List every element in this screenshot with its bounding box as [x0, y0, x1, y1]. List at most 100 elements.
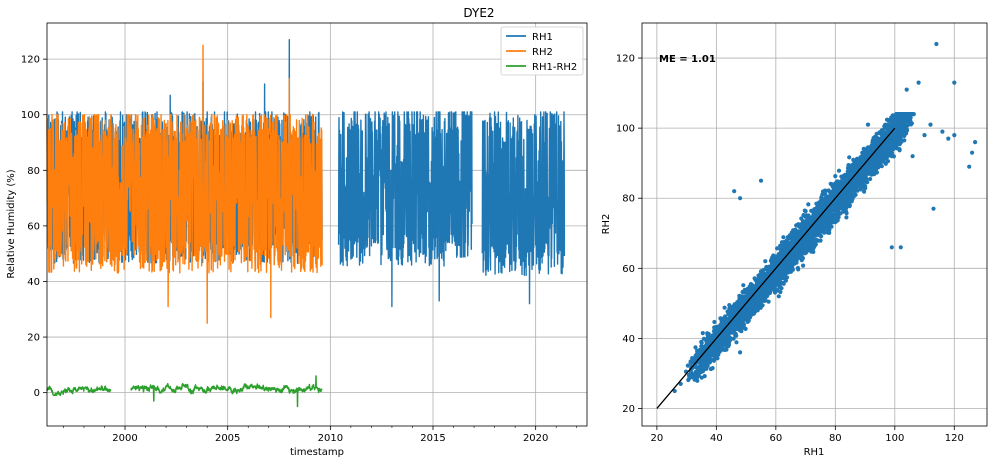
scatter-point-outlier — [946, 136, 951, 141]
scatter-point — [726, 328, 731, 333]
scatter-point — [717, 344, 722, 349]
scatter-point — [845, 166, 851, 171]
scatter-point — [758, 274, 763, 279]
scatter-point — [727, 303, 732, 308]
series-segment — [46, 385, 112, 397]
scatter-point — [766, 299, 771, 304]
scatter-point — [722, 305, 727, 310]
scatter-point — [894, 133, 899, 138]
scatter-point — [733, 333, 738, 338]
scatter-point — [833, 182, 839, 187]
y-tick-label: 80 — [622, 194, 635, 205]
scatter-point — [828, 181, 833, 186]
scatter-point — [729, 315, 734, 320]
scatter-point — [900, 112, 905, 117]
scatter-point — [793, 260, 798, 265]
scatter-point — [719, 334, 724, 339]
scatter-point — [889, 151, 895, 156]
scatter-point — [847, 155, 852, 160]
scatter-point — [825, 230, 830, 235]
scatter-ylabel: RH2 — [601, 214, 612, 235]
scatter-point — [901, 133, 906, 138]
scatter-point — [866, 152, 872, 157]
scatter-point — [876, 163, 881, 168]
x-tick-label: 2020 — [523, 433, 548, 444]
scatter-point-outlier — [910, 154, 915, 159]
scatter-point — [769, 272, 774, 277]
scatter-point — [784, 275, 790, 280]
scatter-point — [772, 284, 777, 289]
scatter-point — [787, 266, 792, 271]
scatter-point — [795, 265, 801, 271]
scatter-point — [872, 164, 878, 169]
scatter-point-outlier — [934, 41, 939, 47]
scatter-point — [884, 143, 889, 148]
scatter-point — [776, 294, 781, 299]
scatter-point — [885, 124, 890, 129]
scatter-point — [890, 147, 895, 152]
scatter-point-outlier — [672, 388, 677, 394]
scatter-point — [784, 265, 789, 270]
y-tick-label: 60 — [27, 221, 40, 232]
scatter-point — [884, 117, 890, 122]
scatter-point — [750, 298, 755, 303]
scatter-point — [738, 319, 743, 324]
x-tick-label: 2000 — [112, 433, 137, 444]
scatter-point — [701, 360, 706, 365]
scatter-point — [741, 322, 746, 327]
y-tick-label: 100 — [21, 110, 40, 121]
scatter-point — [840, 196, 846, 201]
scatter-point — [828, 216, 833, 221]
scatter-point — [833, 220, 838, 225]
scatter-point — [776, 282, 781, 287]
scatter-point — [866, 145, 871, 150]
legend-box — [500, 26, 584, 76]
scatter-point — [729, 324, 734, 329]
scatter-point — [861, 172, 866, 178]
scatter-point — [695, 348, 700, 353]
scatter-annotation: ME = 1.01 — [659, 54, 716, 65]
scatter-point — [851, 157, 856, 162]
scatter-point — [851, 190, 856, 195]
scatter-point — [855, 164, 860, 169]
scatter-point — [844, 215, 849, 220]
scatter-point — [803, 219, 808, 224]
scatter-point — [758, 291, 763, 296]
scatter-point — [844, 186, 849, 191]
scatter-point — [699, 340, 704, 346]
scatter-point — [754, 294, 759, 299]
scatter-point — [711, 358, 717, 363]
timeseries-xlabel: timestamp — [290, 447, 344, 458]
scatter-point-outlier — [970, 150, 975, 155]
scatter-point — [858, 170, 863, 175]
scatter-point — [782, 240, 787, 245]
scatter-point — [833, 206, 839, 211]
scatter-point — [740, 315, 745, 320]
scatter-point — [842, 193, 848, 198]
scatter-point — [862, 179, 867, 184]
scatter-point — [715, 339, 720, 345]
scatter-points — [672, 41, 978, 394]
scatter-point-outlier — [898, 245, 903, 250]
scatter-point — [777, 271, 782, 276]
scatter-point — [844, 205, 849, 211]
scatter-point — [701, 345, 706, 350]
scatter-point — [824, 199, 829, 204]
scatter-point — [855, 158, 860, 163]
scatter-point — [820, 196, 825, 201]
scatter-point — [687, 374, 692, 379]
scatter-point-outlier — [749, 311, 755, 316]
scatter-point — [833, 197, 838, 202]
y-tick-label: 120 — [21, 55, 40, 66]
scatter-point — [790, 257, 795, 262]
y-tick-label: 100 — [616, 124, 635, 135]
scatter-point — [706, 331, 711, 337]
scatter-point — [763, 267, 768, 272]
scatter-point — [801, 228, 807, 233]
scatter-point — [782, 260, 787, 265]
scatter-point — [737, 325, 742, 331]
scatter-point — [778, 289, 783, 295]
scatter-point — [818, 238, 823, 243]
scatter-point — [847, 200, 852, 205]
scatter-point — [801, 246, 806, 251]
